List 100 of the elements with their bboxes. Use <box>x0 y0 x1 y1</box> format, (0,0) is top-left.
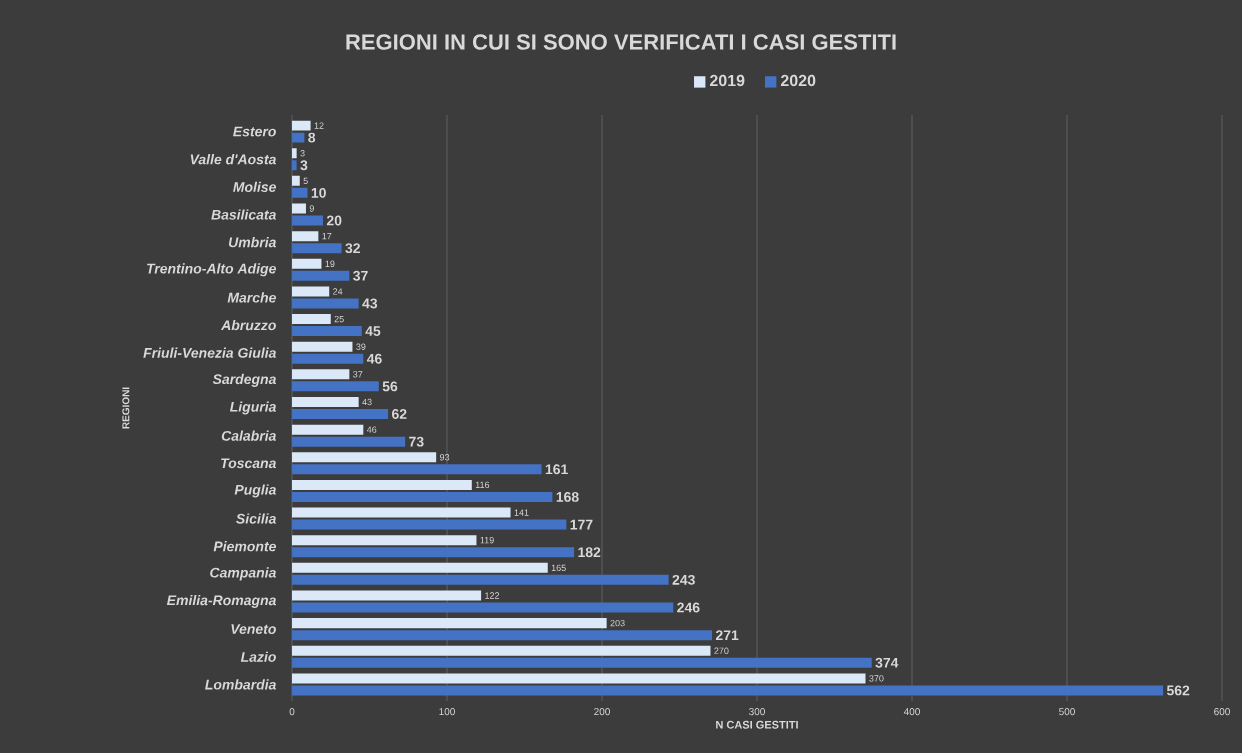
data-label: 56 <box>382 381 398 392</box>
y-tick-label: Valle d'Aosta <box>190 154 276 165</box>
data-label: 9 <box>309 205 314 212</box>
bar <box>292 657 872 668</box>
bar <box>292 685 1164 696</box>
data-label: 8 <box>308 132 316 143</box>
bar <box>292 479 472 490</box>
data-label: 177 <box>570 519 593 530</box>
legend-label: 2020 <box>780 74 816 87</box>
data-label: 3 <box>300 150 305 157</box>
bar <box>292 547 575 558</box>
bar <box>292 424 364 435</box>
bar <box>292 618 607 629</box>
y-tick-label: Molise <box>233 181 277 192</box>
bar <box>292 353 364 364</box>
bar <box>292 630 713 641</box>
bar <box>292 602 674 613</box>
data-label: 62 <box>392 409 407 419</box>
data-label: 46 <box>366 426 377 433</box>
bar <box>292 408 389 419</box>
y-tick-label: Sardegna <box>212 373 276 387</box>
y-tick-label: Estero <box>233 126 276 137</box>
data-label: 24 <box>333 288 343 295</box>
y-tick-label: Puglia <box>234 484 276 498</box>
bar <box>292 645 711 656</box>
data-label: 246 <box>677 602 700 613</box>
y-tick-label: Lombardia <box>205 679 276 690</box>
data-label: 37 <box>353 371 363 378</box>
data-label: 271 <box>715 630 739 641</box>
y-tick-label: Basilicata <box>211 209 276 220</box>
bar <box>292 436 406 447</box>
legend-label: 2019 <box>709 74 745 87</box>
y-tick-label: Piemonte <box>213 541 277 552</box>
data-label: 3 <box>300 160 308 171</box>
bar <box>292 120 311 131</box>
x-tick-label: 500 <box>1059 708 1075 716</box>
data-label: 165 <box>551 564 566 572</box>
data-label: 17 <box>322 233 332 240</box>
bar <box>292 314 331 325</box>
data-label: 161 <box>545 464 568 475</box>
data-label: 182 <box>578 547 601 558</box>
bar <box>292 590 482 601</box>
bar <box>292 491 553 502</box>
data-label: 168 <box>556 491 579 502</box>
bar <box>292 381 379 392</box>
bar <box>292 535 477 546</box>
y-tick-label: Emilia-Romagna <box>166 594 276 609</box>
bar <box>292 562 548 573</box>
bar <box>292 175 300 186</box>
bar <box>292 341 353 352</box>
data-label: 37 <box>353 270 368 281</box>
data-label: 141 <box>514 509 529 516</box>
bar <box>292 258 322 269</box>
bar <box>292 507 511 518</box>
y-tick-label: Calabria <box>221 430 276 441</box>
data-label: 122 <box>485 592 500 599</box>
data-label: 32 <box>345 243 360 254</box>
x-tick-label: 600 <box>1214 708 1230 716</box>
bar <box>292 396 359 407</box>
y-tick-label: Veneto <box>231 624 276 634</box>
x-tick-label: 400 <box>903 708 920 716</box>
data-label: 73 <box>409 436 424 447</box>
x-tick-label: 200 <box>594 708 610 716</box>
x-tick-label: 0 <box>289 708 295 716</box>
bar <box>292 326 362 337</box>
bar <box>292 673 866 684</box>
data-label: 93 <box>439 454 450 461</box>
bar <box>292 270 350 281</box>
data-label: 20 <box>326 215 342 226</box>
y-tick-label: Umbria <box>228 237 276 248</box>
y-tick-label: Campania <box>210 567 276 581</box>
data-label: 370 <box>869 675 884 682</box>
bar <box>292 243 342 254</box>
data-label: 45 <box>365 326 381 336</box>
data-label: 10 <box>311 187 326 198</box>
data-label: 270 <box>714 647 729 654</box>
data-label: 5 <box>303 177 308 185</box>
data-label: 46 <box>366 353 382 364</box>
x-tick-label: 100 <box>439 708 455 716</box>
y-tick-label: Sicilia <box>236 513 276 524</box>
data-label: 39 <box>356 343 366 350</box>
y-tick-label: Friuli-Venezia Giulia <box>143 347 276 358</box>
bar <box>292 574 669 585</box>
bar <box>292 519 567 530</box>
bar <box>292 231 319 242</box>
x-axis-title: N CASI GESTITI <box>716 720 798 729</box>
data-label: 25 <box>334 315 344 323</box>
data-label: 119 <box>480 537 494 544</box>
bar <box>292 452 437 463</box>
bar <box>292 286 330 297</box>
y-axis-title: REGIONI <box>122 387 130 429</box>
data-label: 43 <box>362 298 378 309</box>
y-tick-label: Trentino-Alto Adige <box>147 263 277 277</box>
bar <box>292 369 350 380</box>
bar <box>292 298 359 309</box>
y-tick-label: Marche <box>227 292 277 303</box>
bar <box>292 464 542 475</box>
data-label: 243 <box>672 574 695 585</box>
y-tick-label: Lazio <box>240 651 276 662</box>
chart-title: REGIONI IN CUI SI SONO VERIFICATI I CASI GESTITI <box>346 34 896 50</box>
